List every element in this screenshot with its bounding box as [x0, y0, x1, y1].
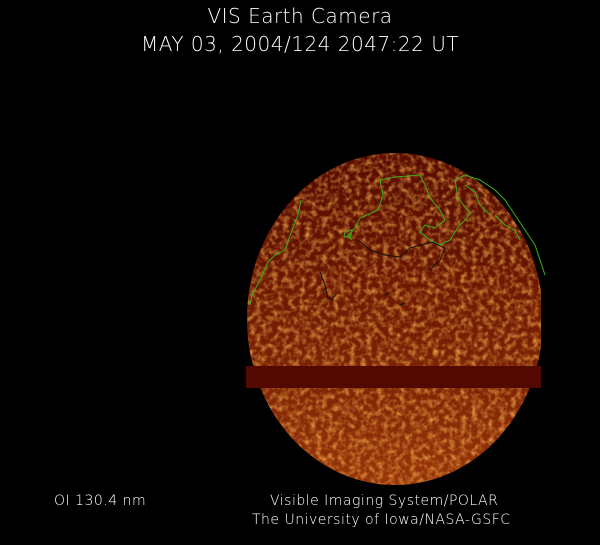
coastlines-dark [319, 239, 446, 306]
aurora-noise [247, 153, 541, 485]
coastlines [249, 174, 546, 306]
observation-timestamp: MAY 03, 2004/124 2047:22 UT [140, 32, 460, 56]
data-gap-band [246, 366, 541, 388]
credit-institution: The University of Iowa/NASA-GSFC [252, 512, 511, 528]
credit-instrument: Visible Imaging System/POLAR [270, 493, 499, 509]
filter-wavelength: OI 130.4 nm [54, 493, 147, 509]
page-title: VIS Earth Camera [207, 4, 393, 28]
